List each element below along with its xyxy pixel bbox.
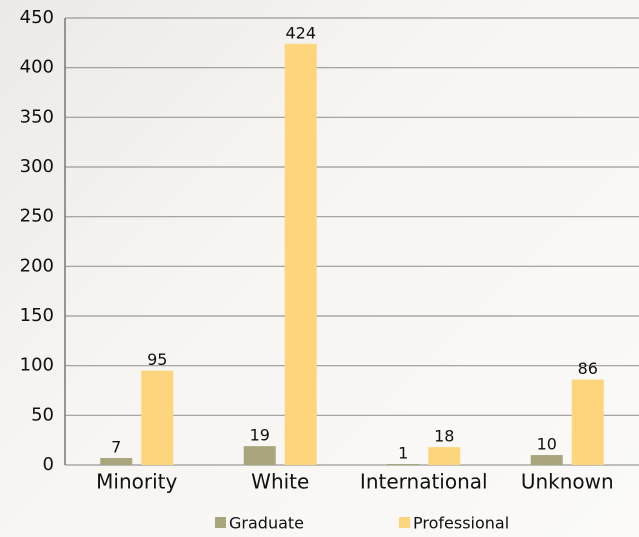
y-tick-label: 400 [20, 57, 54, 78]
bar [387, 464, 420, 465]
bar [428, 447, 461, 465]
legend-label: Professional [413, 514, 509, 533]
x-tick-label: International [360, 470, 488, 494]
value-label: 424 [285, 23, 316, 42]
x-tick-label: White [251, 470, 309, 494]
y-tick-label: 0 [43, 454, 54, 475]
y-tick-label: 100 [20, 355, 54, 376]
value-label: 7 [111, 438, 121, 457]
bar [141, 370, 174, 465]
bar [530, 455, 563, 465]
y-tick-label: 250 [20, 206, 54, 227]
bar [100, 458, 133, 465]
value-label: 95 [147, 350, 167, 369]
value-label: 10 [537, 435, 557, 454]
y-tick-label: 200 [20, 255, 54, 276]
y-tick-label: 50 [31, 404, 54, 425]
y-tick-label: 350 [20, 106, 54, 127]
y-tick-label: 450 [20, 7, 54, 28]
bar [571, 379, 604, 465]
value-label: 86 [578, 359, 598, 378]
y-tick-label: 150 [20, 305, 54, 326]
legend-swatch [399, 517, 410, 528]
legend-swatch [215, 517, 226, 528]
bar [243, 446, 276, 465]
bar [284, 43, 317, 466]
x-tick-label: Minority [96, 470, 177, 494]
value-label: 19 [250, 426, 270, 445]
value-label: 18 [434, 427, 454, 446]
legend-label: Graduate [229, 514, 304, 533]
x-tick-label: Unknown [521, 470, 614, 494]
y-tick-label: 300 [20, 156, 54, 177]
value-label: 1 [398, 444, 408, 463]
